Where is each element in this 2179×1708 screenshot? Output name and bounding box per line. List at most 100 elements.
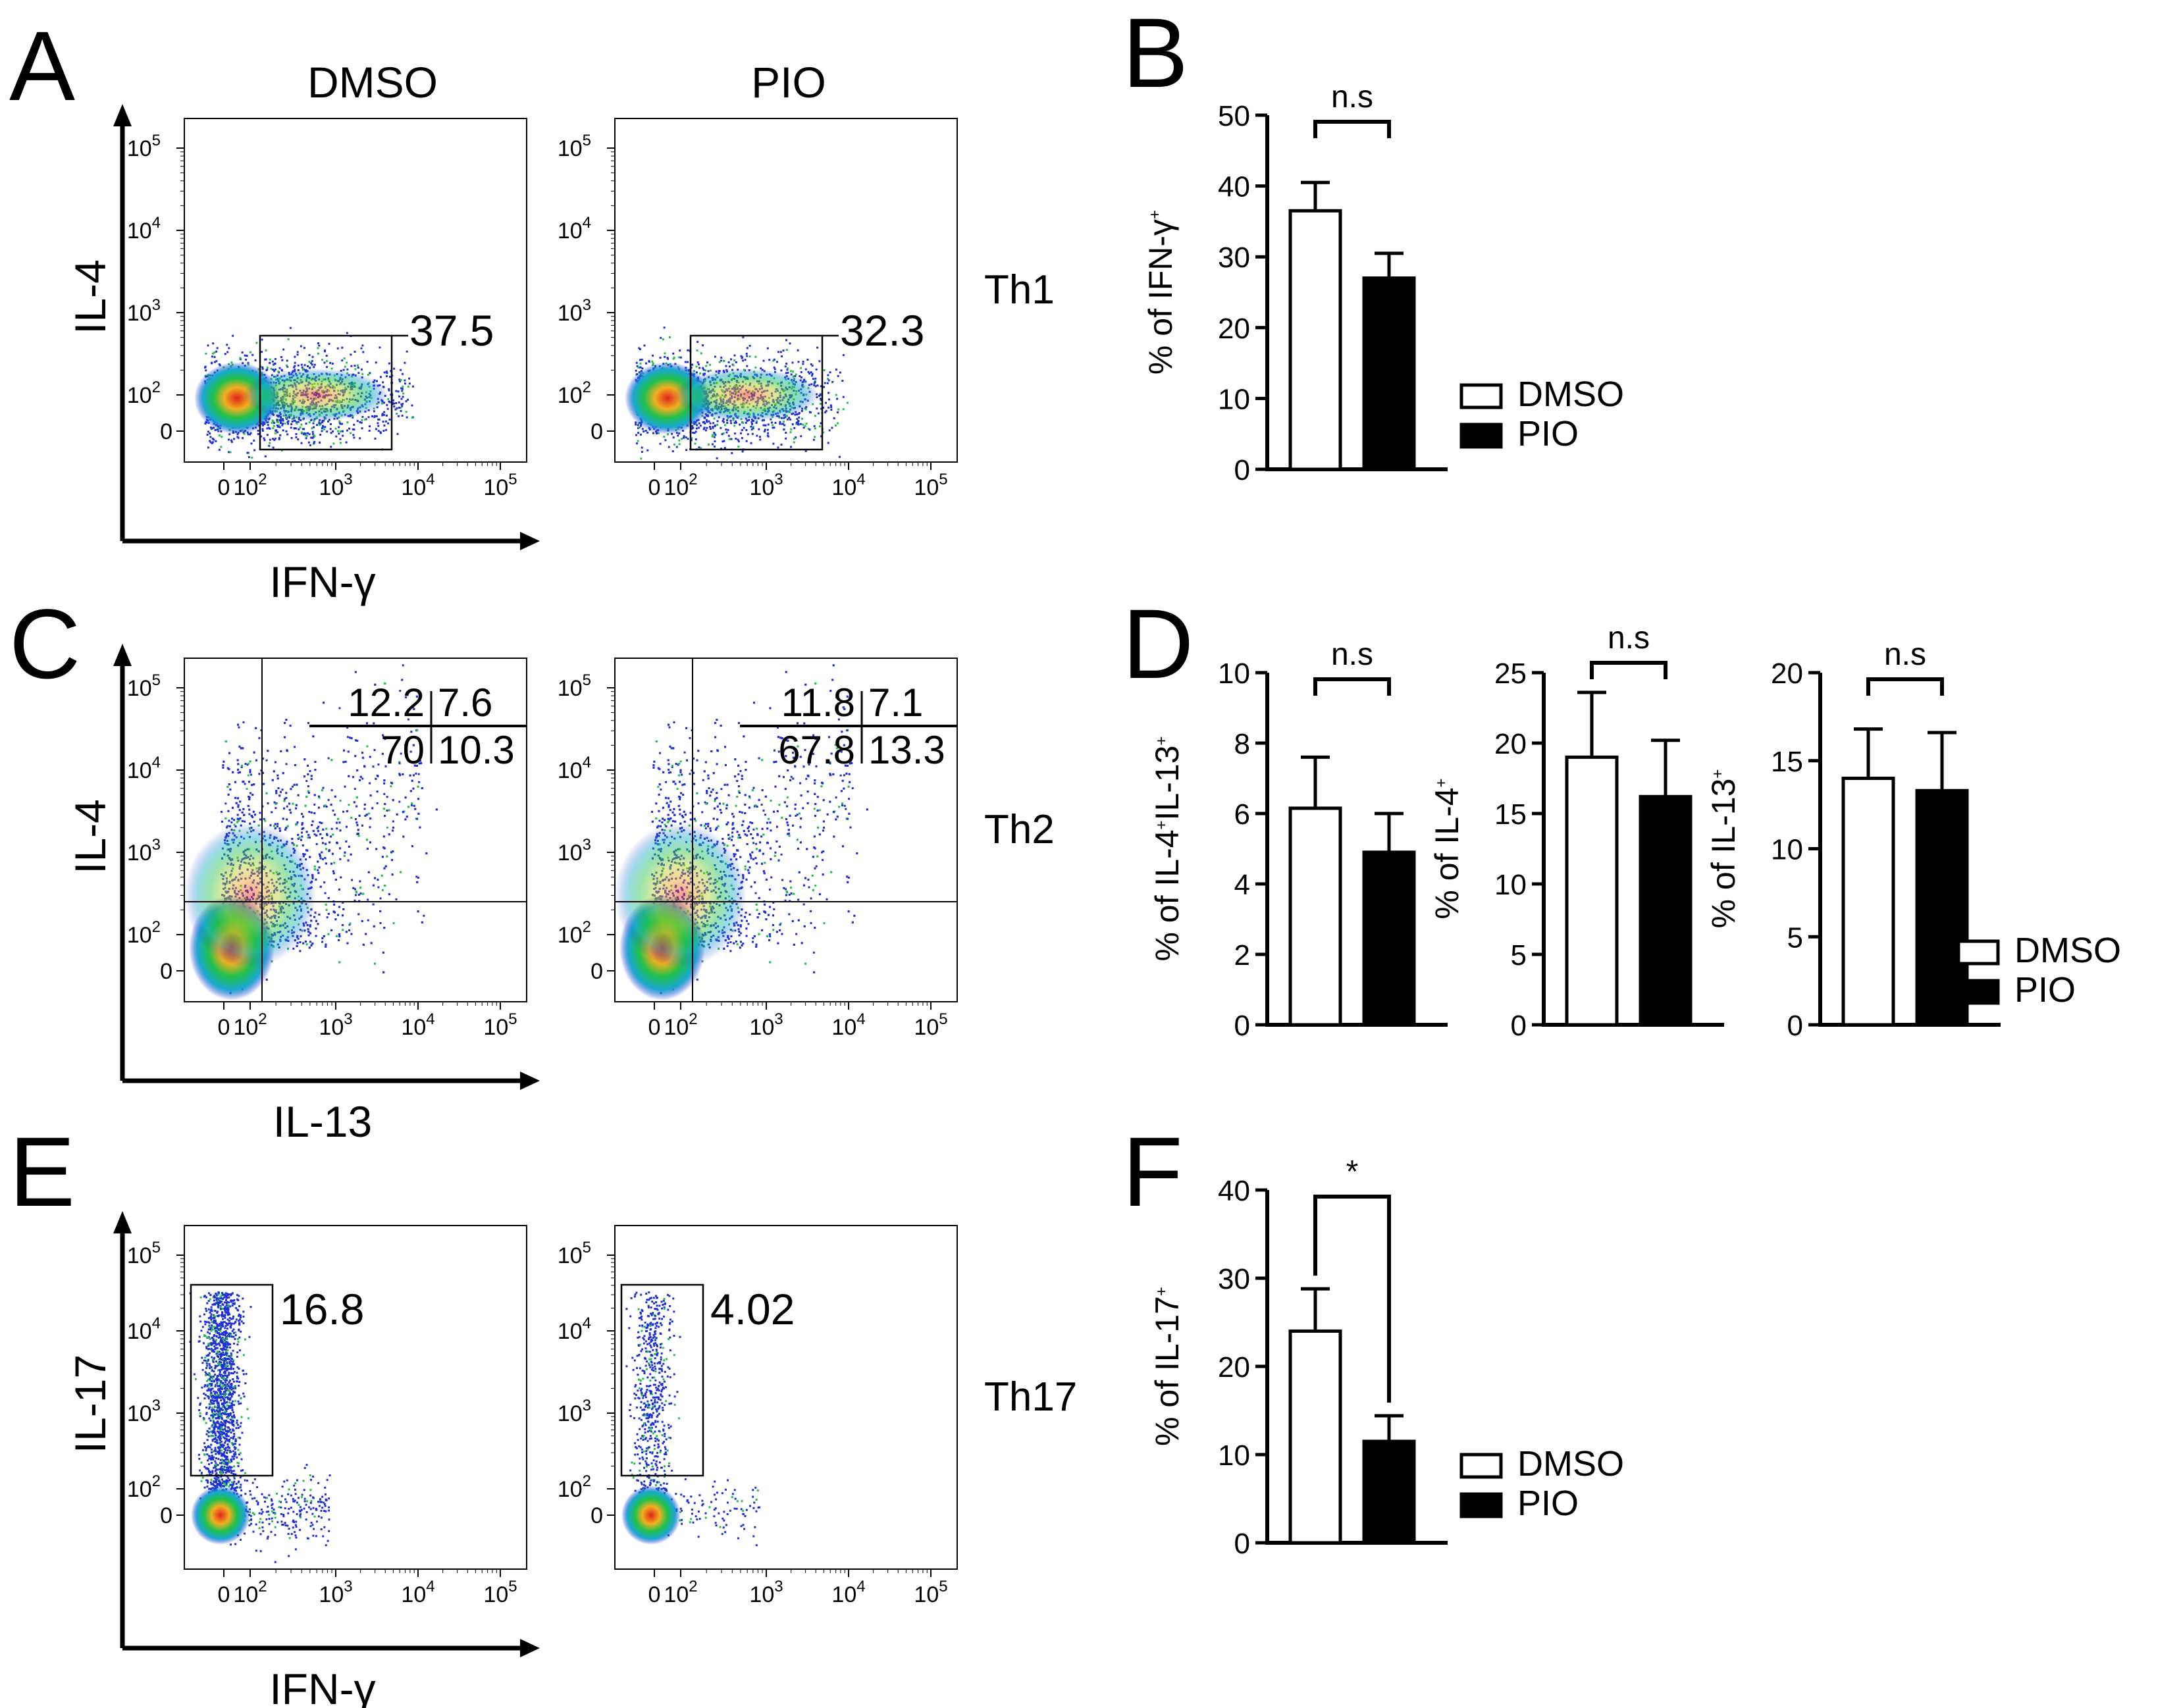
y-tick-exponent: 5 — [152, 1239, 161, 1256]
y-tick-label: 0 — [591, 419, 603, 444]
y-tick-label: 0 — [1234, 1528, 1250, 1560]
y-tick-label: 103 — [558, 1397, 591, 1426]
y-tick-label: 105 — [127, 1239, 161, 1268]
y-tick-label: 0 — [1234, 1010, 1250, 1042]
y-tick-label: 10 — [1218, 658, 1250, 690]
y-tick-label: 25 — [1494, 658, 1527, 690]
y-tick-label: 105 — [558, 671, 591, 701]
y-tick-exponent: 5 — [152, 671, 161, 689]
x-tick-exponent: 2 — [689, 471, 697, 488]
bar-chart-b: 0 10 20 30 40 50 n.s % of IFN-γ+ — [1142, 80, 1448, 486]
label-text: % of IL-4 — [1149, 829, 1186, 961]
legend-label-dmso: DMSO — [1517, 1444, 1624, 1484]
x-tick-label: 0 — [218, 1015, 230, 1040]
gate-rect — [190, 1283, 274, 1477]
panel-letter-f: F — [1122, 1116, 1183, 1227]
quadrant-ll-value: 70 — [381, 728, 425, 772]
x-axis-arrowhead — [520, 1072, 540, 1090]
y-tick-label: 0 — [160, 959, 172, 984]
y-tick-exponent: 5 — [583, 1239, 591, 1256]
x-tick-exponent: 5 — [939, 1578, 947, 1595]
legend-swatch-dmso — [1956, 939, 2000, 966]
x-tick-label: 0 — [648, 1015, 661, 1040]
x-tick-label: 102 — [233, 471, 267, 500]
y-tick-label: 103 — [558, 296, 591, 326]
x-tick-exponent: 3 — [344, 1578, 352, 1595]
y-tick-exponent: 4 — [583, 754, 591, 771]
density-core — [621, 1486, 681, 1545]
bar-dmso — [1841, 777, 1895, 1027]
x-tick-exponent: 5 — [939, 1010, 947, 1028]
y-tick-label: 6 — [1234, 798, 1250, 831]
x-tick-exponent: 3 — [344, 471, 352, 488]
y-tick-label: 0 — [1787, 1010, 1803, 1042]
bar-chart-d3: 0 5 10 15 20 n.s % of IL-13+ — [1705, 637, 2001, 1042]
y-tick-label: 10 — [1494, 869, 1527, 901]
label-text: % of IL-13 — [1705, 779, 1742, 929]
y-tick-label: 102 — [127, 378, 161, 408]
y-tick-label: 8 — [1234, 728, 1250, 760]
y-tick-label: 15 — [1771, 746, 1803, 778]
y-tick-exponent: 5 — [583, 132, 591, 149]
significance-label: * — [1346, 1154, 1359, 1189]
flow-y-axis-label: IL-17 — [66, 1355, 115, 1453]
event-dots — [615, 664, 868, 1000]
y-tick-label: 0 — [160, 1503, 172, 1528]
x-tick-exponent: 4 — [856, 1578, 865, 1595]
y-tick-label: 105 — [558, 1239, 591, 1268]
significance-label: n.s — [1331, 80, 1373, 115]
y-tick-label: 10 — [1218, 1439, 1250, 1472]
bar-dmso — [1288, 806, 1342, 1027]
x-tick-exponent: 2 — [258, 471, 267, 488]
gate-percentage: 4.02 — [710, 1285, 795, 1333]
x-tick-label: 105 — [483, 1010, 517, 1040]
label-text: % of IL-4 — [1429, 787, 1465, 919]
legend-swatch-pio — [1459, 1492, 1503, 1518]
significance-bracket — [1313, 1195, 1391, 1403]
y-tick-exponent: 2 — [152, 1472, 161, 1490]
label-superscript: + — [1153, 736, 1170, 745]
y-tick-label: 102 — [558, 918, 591, 948]
th-label: Th2 — [984, 807, 1055, 852]
panel-letter-c: C — [9, 588, 80, 699]
condition-header-pio: PIO — [751, 58, 826, 107]
y-axis-arrowhead — [113, 644, 132, 666]
bar-dmso — [1565, 755, 1619, 1027]
bar-dmso — [1288, 1329, 1342, 1545]
y-tick-label: 104 — [127, 1314, 161, 1344]
gate-percentage: 16.8 — [280, 1285, 364, 1333]
x-tick-label: 105 — [914, 1010, 947, 1040]
y-tick-label: 102 — [127, 1472, 161, 1502]
x-tick-label: 103 — [319, 1578, 352, 1607]
legend-swatch-dmso — [1459, 1453, 1503, 1479]
x-tick-label: 102 — [664, 1010, 697, 1040]
y-tick-label: 105 — [558, 132, 591, 161]
bar-y-axis-label: % of IL-17+ — [1149, 1287, 1186, 1446]
x-tick-exponent: 4 — [856, 1010, 865, 1028]
panel-letter-a: A — [9, 11, 75, 121]
y-tick-exponent: 2 — [583, 918, 591, 936]
label-superscript: + — [1153, 1287, 1170, 1296]
gate-rect — [689, 334, 824, 451]
x-tick-exponent: 4 — [426, 471, 434, 488]
y-tick-exponent: 2 — [583, 378, 591, 396]
x-tick-label: 103 — [749, 1010, 783, 1040]
y-tick-label: 104 — [558, 754, 591, 783]
th-label: Th1 — [984, 267, 1055, 313]
significance-label: n.s — [1608, 621, 1650, 656]
event-dots — [189, 1291, 331, 1563]
event-dots — [184, 664, 438, 1000]
y-tick-label: 0 — [591, 1503, 603, 1528]
y-tick-label: 40 — [1218, 171, 1250, 203]
y-tick-label: 20 — [1771, 658, 1803, 690]
x-tick-label: 103 — [749, 471, 783, 500]
y-tick-label: 30 — [1218, 1263, 1250, 1295]
x-tick-label: 0 — [218, 475, 230, 500]
